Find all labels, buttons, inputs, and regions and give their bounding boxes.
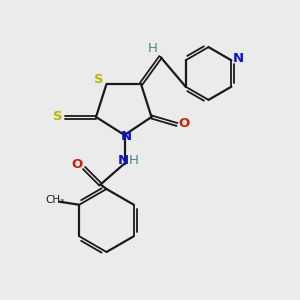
Text: S: S	[94, 73, 104, 86]
Text: N: N	[117, 154, 129, 167]
Text: S: S	[53, 110, 63, 124]
Text: CH₃: CH₃	[46, 195, 65, 205]
Text: N: N	[120, 130, 132, 143]
Text: H: H	[129, 154, 138, 167]
Text: O: O	[178, 116, 189, 130]
Text: H: H	[148, 41, 158, 55]
Text: O: O	[72, 158, 83, 171]
Text: N: N	[232, 52, 244, 65]
